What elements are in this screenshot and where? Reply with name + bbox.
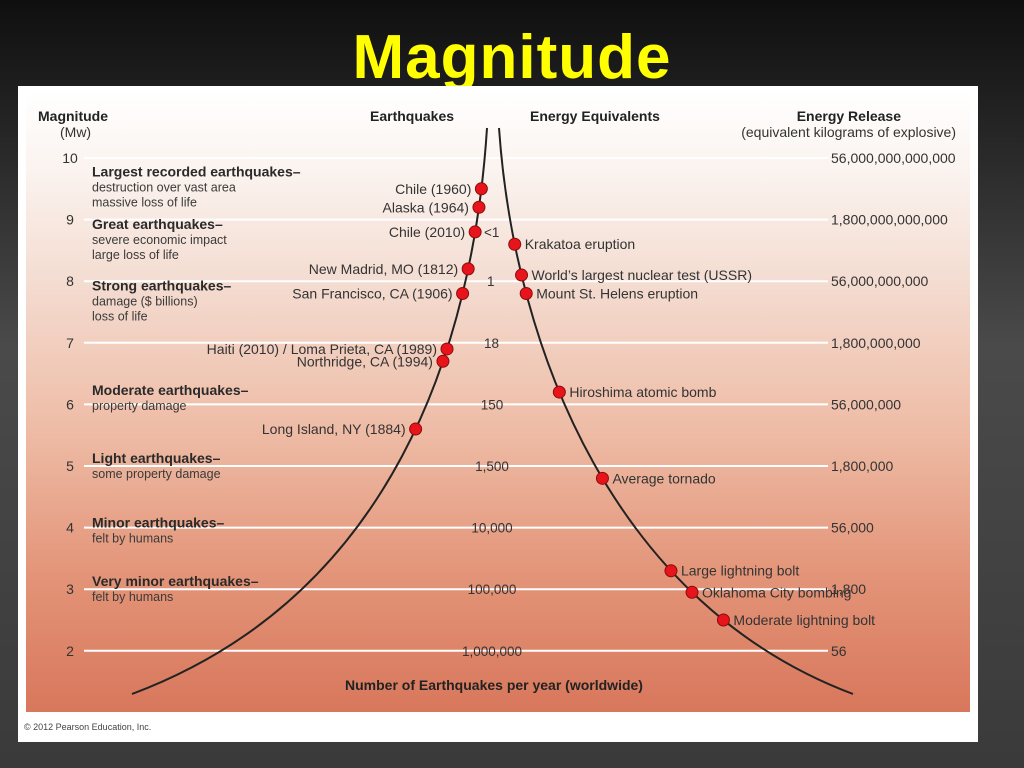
- energy-equivalent-marker: [685, 585, 699, 599]
- magnitude-tick: 5: [66, 458, 74, 474]
- category-description: destruction over vast area: [92, 180, 236, 194]
- magnitude-figure: Magnitude (Mw) Earthquakes Energy Equiva…: [24, 108, 956, 732]
- earthquake-label: Chile (2010): [389, 224, 465, 240]
- energy-release-value: 1,800: [831, 581, 866, 597]
- category-title: Light earthquakes–: [92, 450, 221, 466]
- energy-equivalent-marker: [716, 613, 730, 627]
- yearly-count-label: 1: [487, 274, 495, 289]
- copyright-notice: © 2012 Pearson Education, Inc.: [24, 722, 151, 732]
- energy-equivalent-marker: [664, 564, 678, 578]
- magnitude-tick: 10: [62, 150, 78, 166]
- earthquake-marker: [461, 262, 475, 276]
- earthquake-marker: [474, 182, 488, 196]
- header-energy-release-unit: (equivalent kilograms of explosive): [741, 124, 956, 140]
- magnitude-tick: 7: [66, 335, 74, 351]
- header-earthquakes: Earthquakes: [370, 108, 454, 124]
- slide-title: Magnitude: [352, 23, 672, 92]
- earthquake-label: Alaska (1964): [383, 199, 469, 215]
- category-description: severe economic impact: [92, 233, 227, 247]
- yearly-count-label: 1,000,000: [462, 644, 522, 659]
- earthquake-marker: [456, 287, 470, 301]
- header-magnitude: Magnitude: [38, 108, 108, 124]
- energy-release-value: 56,000,000: [831, 396, 901, 412]
- energy-curve: [498, 127, 854, 695]
- yearly-count-label: 18: [484, 336, 499, 351]
- yearly-count-label: 1,500: [475, 459, 509, 474]
- category-description: some property damage: [92, 467, 221, 481]
- energy-equivalent-label: Large lightning bolt: [681, 563, 799, 579]
- category-title: Very minor earthquakes–: [92, 573, 259, 589]
- energy-equivalent-label: Mount St. Helens eruption: [536, 286, 698, 302]
- category-description: loss of life: [92, 309, 148, 323]
- category-description: damage ($ billions): [92, 294, 198, 308]
- energy-release-value: 1,800,000,000: [831, 335, 921, 351]
- earthquake-label: Long Island, NY (1884): [262, 421, 406, 437]
- magnitude-tick: 9: [66, 212, 74, 228]
- magnitude-tick: 2: [66, 643, 74, 659]
- energy-equivalent-marker: [519, 287, 533, 301]
- header-energy-equivalents: Energy Equivalents: [530, 108, 660, 124]
- earthquake-marker: [468, 225, 482, 239]
- earthquake-label: San Francisco, CA (1906): [292, 286, 452, 302]
- yearly-count-label: 10,000: [471, 521, 512, 536]
- energy-equivalent-marker: [552, 385, 566, 399]
- energy-equivalent-marker: [595, 471, 609, 485]
- earthquake-marker: [472, 200, 486, 214]
- earthquake-label: Haiti (2010) / Loma Prieta, CA (1989): [207, 341, 437, 357]
- magnitude-tick: 8: [66, 273, 74, 289]
- yearly-count-label: <1: [484, 225, 499, 240]
- category-title: Largest recorded earthquakes–: [92, 163, 301, 179]
- energy-equivalent-label: World’s largest nuclear test (USSR): [532, 267, 752, 283]
- earthquake-label: New Madrid, MO (1812): [309, 261, 458, 277]
- magnitude-tick: 6: [66, 396, 74, 412]
- earthquake-label: Northridge, CA (1994): [297, 353, 433, 369]
- plot-background: [26, 92, 970, 712]
- category-title: Great earthquakes–: [92, 216, 223, 232]
- yearly-count-label: 100,000: [468, 582, 517, 597]
- category-description: felt by humans: [92, 590, 173, 604]
- yearly-count-label: 150: [481, 397, 504, 412]
- energy-equivalent-label: Oklahoma City bombing: [702, 584, 851, 600]
- energy-release-value: 56,000,000,000,000: [831, 150, 956, 166]
- category-description: large loss of life: [92, 248, 179, 262]
- energy-release-value: 1,800,000,000,000: [831, 212, 948, 228]
- header-magnitude-unit: (Mw): [60, 124, 91, 140]
- category-title: Minor earthquakes–: [92, 515, 224, 531]
- category-description: massive loss of life: [92, 195, 197, 209]
- earthquake-marker: [440, 342, 454, 356]
- earthquake-label: Chile (1960): [395, 181, 471, 197]
- x-axis-label: Number of Earthquakes per year (worldwid…: [345, 677, 643, 693]
- category-title: Moderate earthquakes–: [92, 382, 249, 398]
- energy-release-value: 56,000,000,000: [831, 273, 929, 289]
- category-description: property damage: [92, 399, 187, 413]
- category-title: Strong earthquakes–: [92, 277, 231, 293]
- energy-release-value: 56,000: [831, 520, 874, 536]
- magnitude-tick: 4: [66, 520, 74, 536]
- energy-equivalent-marker: [515, 268, 529, 282]
- energy-equivalent-label: Moderate lightning bolt: [733, 612, 875, 628]
- category-description: felt by humans: [92, 532, 173, 546]
- energy-equivalent-label: Krakatoa eruption: [525, 236, 636, 252]
- magnitude-tick: 3: [66, 581, 74, 597]
- energy-release-value: 56: [831, 643, 847, 659]
- figure-panel: Magnitude (Mw) Earthquakes Energy Equiva…: [18, 86, 978, 742]
- earthquake-marker: [409, 422, 423, 436]
- energy-equivalent-label: Average tornado: [612, 470, 715, 486]
- earthquake-curve: [131, 127, 488, 695]
- energy-equivalent-label: Hiroshima atomic bomb: [569, 384, 716, 400]
- header-energy-release: Energy Release: [797, 108, 901, 124]
- earthquake-marker: [436, 354, 450, 368]
- energy-equivalent-marker: [508, 237, 522, 251]
- energy-release-value: 1,800,000: [831, 458, 893, 474]
